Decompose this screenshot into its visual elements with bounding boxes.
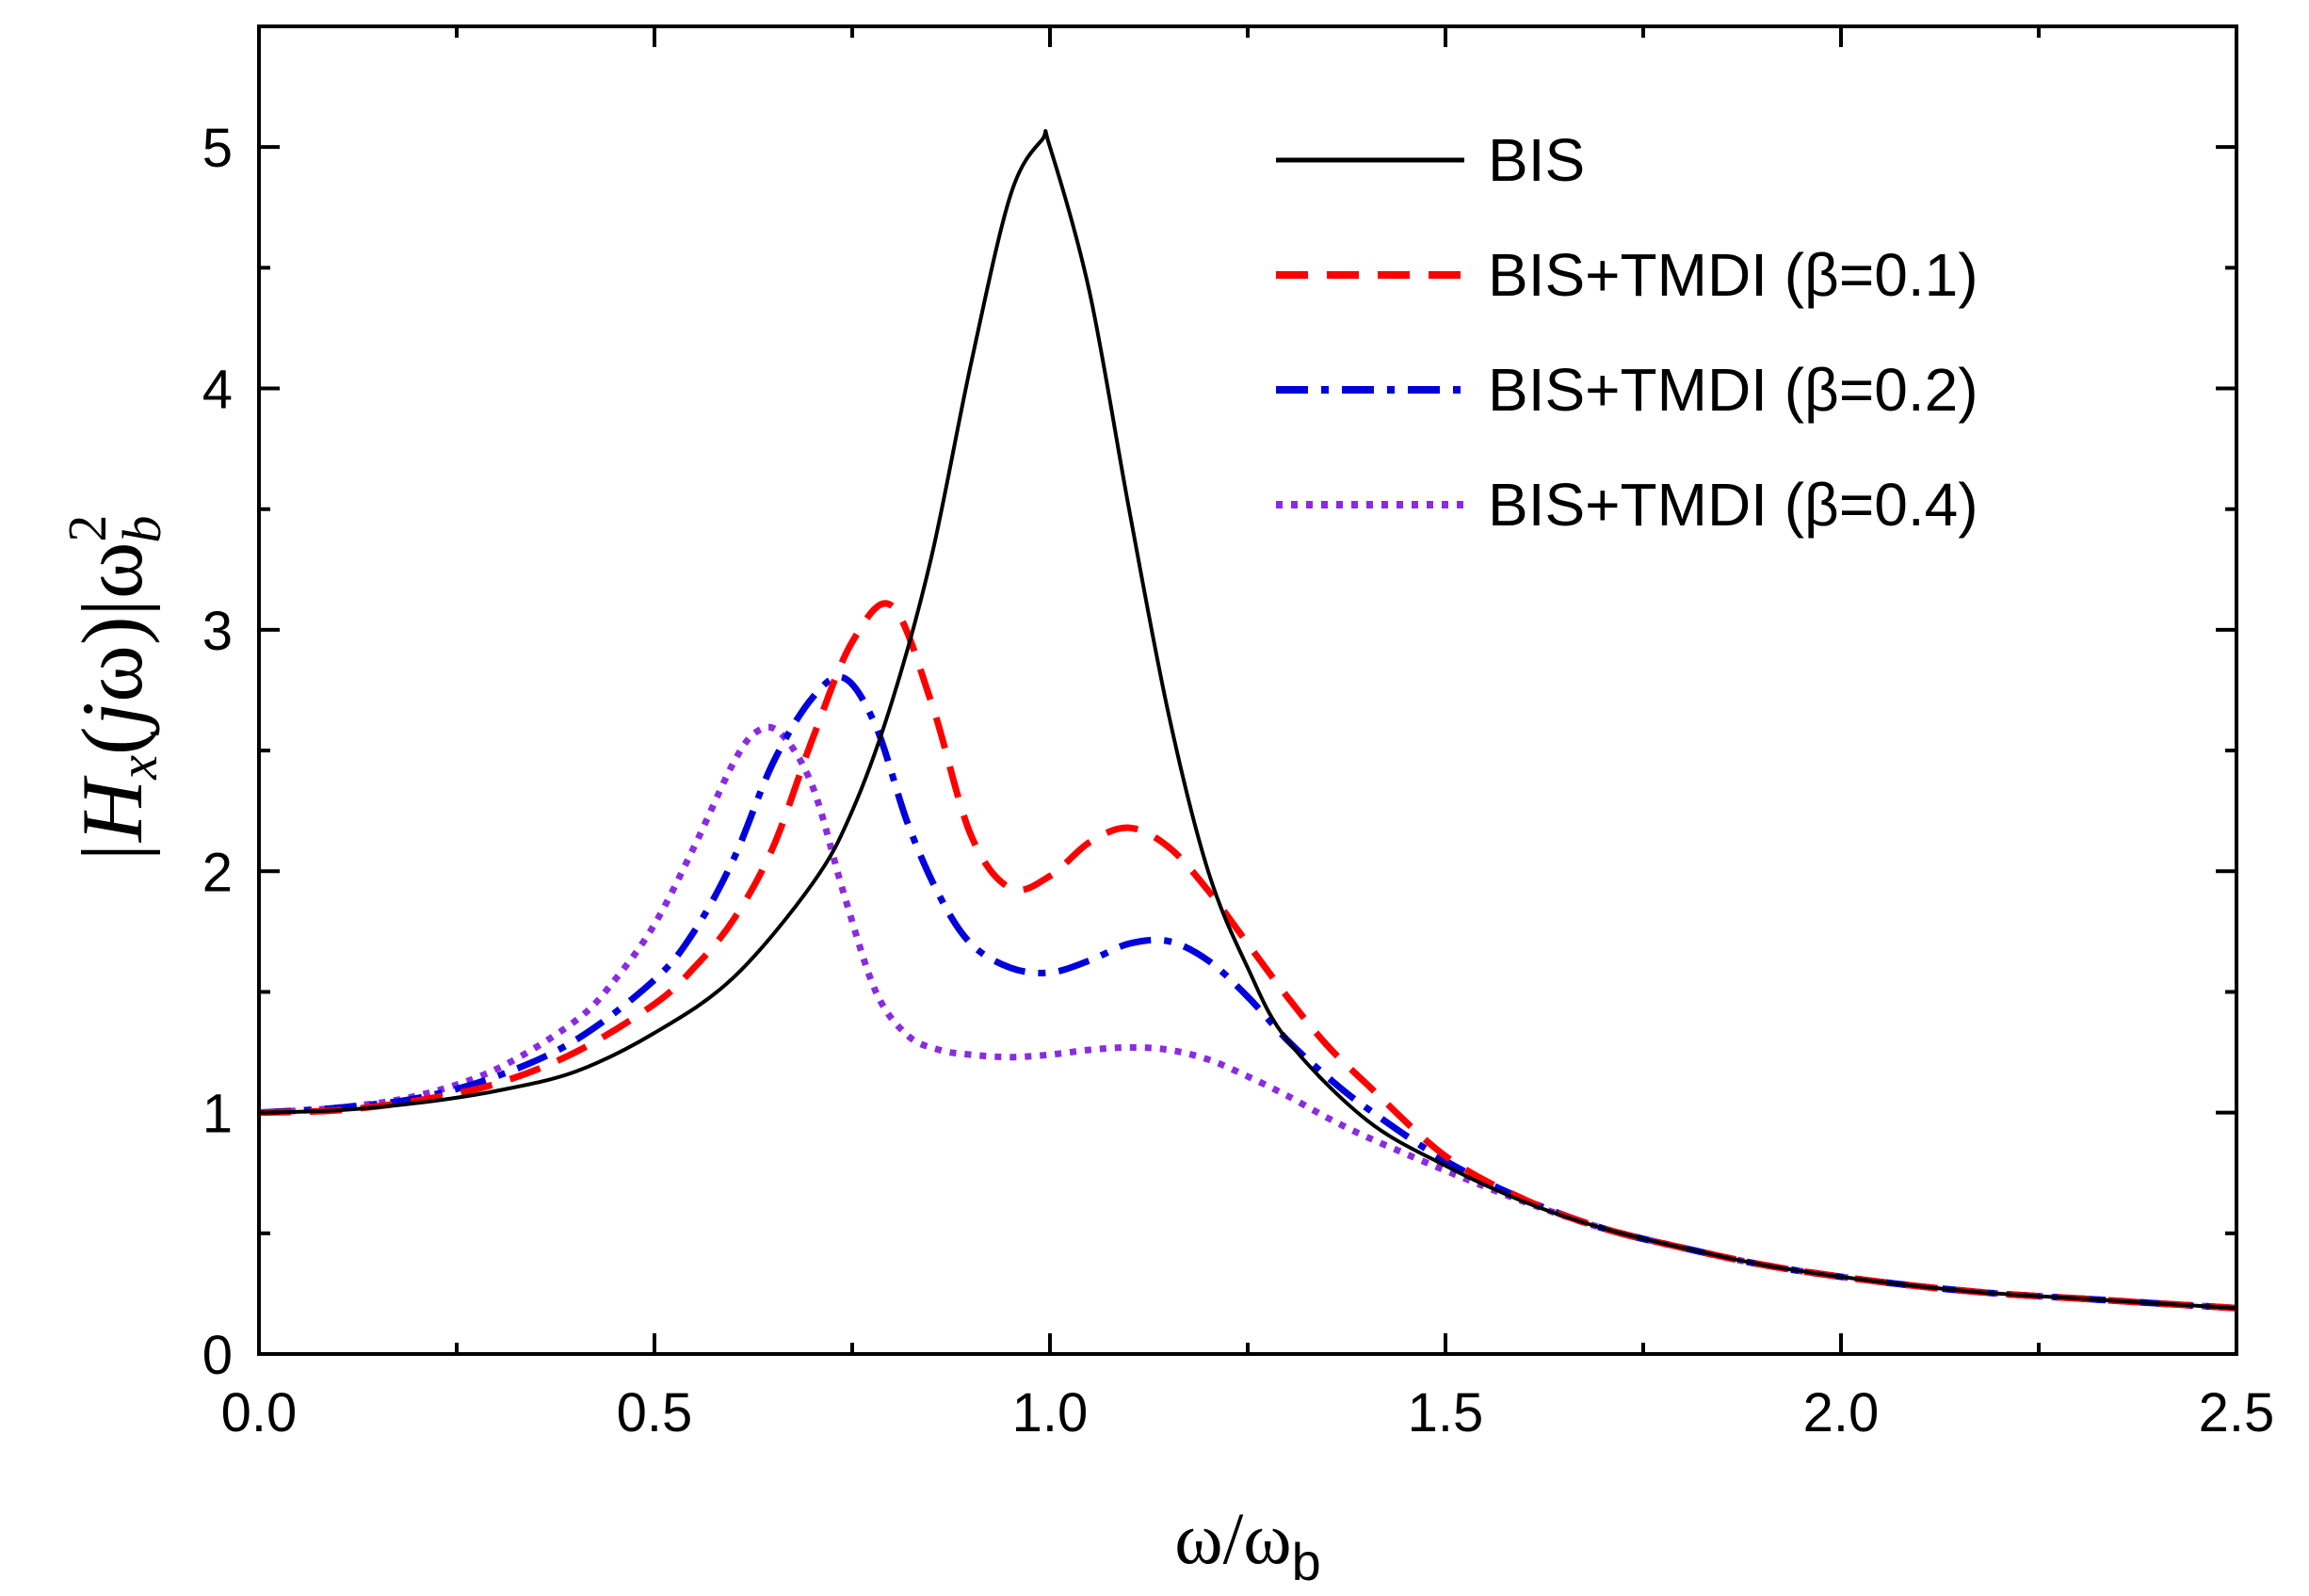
legend-label-bis-tmdi-0-1: BIS+TMDI (β=0.1): [1488, 241, 1978, 309]
legend: BIS BIS+TMDI (β=0.1) BIS+TMDI (β=0.2) BIS+T…: [1276, 126, 1978, 539]
y-axis-title-sub: x: [107, 755, 169, 781]
x-tick-label: 2.0: [1803, 1382, 1880, 1443]
x-tick-label: 0.0: [221, 1382, 298, 1443]
series-line-bis-tmdi-0-4: [259, 723, 2236, 1312]
y-axis-title-sup: 2: [57, 515, 118, 542]
y-tick-label: 1: [202, 1084, 233, 1145]
y-axis-title: |Hx(jω)|ω2b: [57, 515, 172, 866]
x-tick-label: 2.5: [2199, 1382, 2275, 1443]
series-layer: [259, 129, 2236, 1312]
series-line-bis-tmdi-0-2: [259, 673, 2236, 1312]
series-line-bis-tmdi-0-1: [259, 600, 2236, 1312]
y-tick-label: 5: [202, 118, 233, 179]
y-axis-title-main: |H: [64, 775, 160, 865]
y-tick-label: 3: [202, 601, 233, 662]
legend-label-bis: BIS: [1488, 126, 1585, 194]
y-axis-title-mid: (: [64, 726, 160, 755]
y-tick-label: 0: [202, 1325, 233, 1386]
tick-layer: 0.0 0.5 1.0 1.5 2.0 2.5 0 1 2 3 4 5: [202, 26, 2275, 1443]
x-axis-title-sub: b: [1292, 1532, 1321, 1591]
x-tick-label: 0.5: [617, 1382, 693, 1443]
y-axis-title-sub2: b: [111, 516, 172, 543]
x-tick-label: 1.5: [1408, 1382, 1484, 1443]
x-tick-label: 1.0: [1012, 1382, 1089, 1443]
legend-label-bis-tmdi-0-2: BIS+TMDI (β=0.2): [1488, 356, 1978, 424]
x-axis-title: ω/ωb: [1174, 1497, 1321, 1591]
series-line-bis: [259, 129, 2236, 1311]
y-axis-title-end: ω)|ω: [64, 542, 160, 702]
legend-label-bis-tmdi-0-4: BIS+TMDI (β=0.4): [1488, 471, 1978, 539]
y-tick-label: 4: [202, 360, 233, 421]
y-tick-label: 2: [202, 842, 233, 903]
x-axis-title-main: ω/ω: [1174, 1497, 1291, 1579]
